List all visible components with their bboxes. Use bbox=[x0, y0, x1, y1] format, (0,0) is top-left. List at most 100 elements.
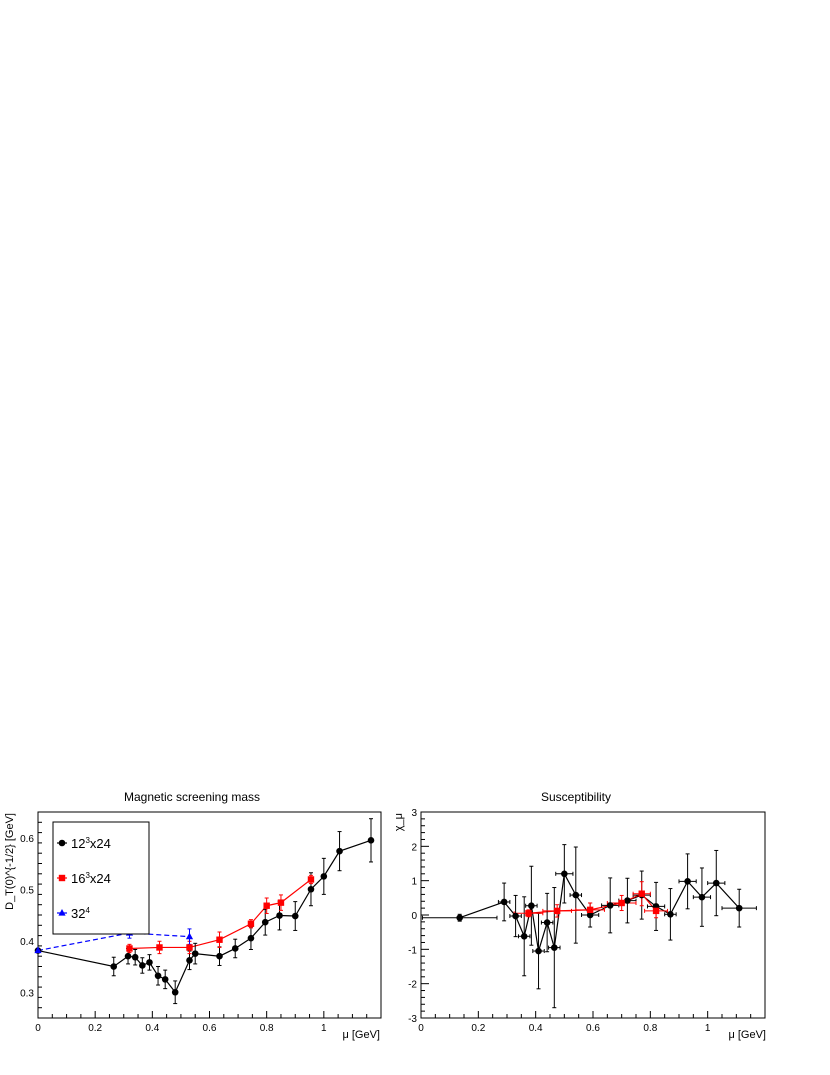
y-tick-label: 0 bbox=[411, 911, 417, 922]
x-tick-label: 0.8 bbox=[260, 1023, 274, 1034]
data-point bbox=[261, 918, 269, 926]
x-tick-label: 0 bbox=[35, 1023, 41, 1034]
y-tick-label: 0.3 bbox=[20, 988, 34, 999]
legend-marker bbox=[58, 874, 66, 882]
error-bars bbox=[111, 818, 373, 1005]
data-point bbox=[186, 944, 193, 951]
data-point bbox=[231, 945, 239, 952]
markers bbox=[34, 837, 375, 996]
error-bars bbox=[421, 844, 757, 1009]
legend-marker bbox=[58, 909, 66, 916]
data-point bbox=[307, 885, 315, 893]
data-point bbox=[561, 870, 568, 878]
data-point bbox=[161, 976, 169, 983]
y-tick-label: 3 bbox=[411, 808, 417, 819]
data-point bbox=[216, 952, 223, 960]
data-point bbox=[307, 876, 315, 883]
markers bbox=[456, 870, 743, 955]
data-point bbox=[553, 907, 561, 915]
y-axis-label: χ_μ bbox=[393, 813, 405, 831]
data-point bbox=[146, 959, 153, 966]
data-point bbox=[263, 902, 270, 909]
data-point bbox=[34, 946, 42, 954]
data-point bbox=[154, 972, 162, 980]
data-point bbox=[586, 911, 594, 919]
data-point bbox=[698, 893, 706, 901]
data-point bbox=[336, 847, 343, 855]
data-point bbox=[606, 902, 614, 909]
axis-ticks: 0 0.2 0.4 0.6 0.8 1 0.3 0.4 0.5 0.6 bbox=[20, 811, 382, 1034]
data-point bbox=[185, 932, 194, 940]
data-point bbox=[367, 837, 375, 844]
data-point bbox=[216, 936, 223, 943]
data-point bbox=[572, 891, 580, 899]
x-tick-label: 1 bbox=[705, 1023, 711, 1034]
data-point bbox=[525, 910, 532, 917]
data-point bbox=[624, 897, 631, 904]
y-tick-label: -1 bbox=[408, 945, 417, 956]
data-point bbox=[535, 947, 542, 955]
x-axis-label: μ [GeV] bbox=[342, 1029, 380, 1041]
data-point bbox=[456, 914, 464, 922]
data-point bbox=[684, 878, 691, 885]
data-point bbox=[667, 911, 674, 918]
data-point bbox=[528, 902, 535, 910]
data-point bbox=[247, 920, 255, 927]
y-tick-label: 0.5 bbox=[20, 885, 34, 896]
legend-label: 324 bbox=[71, 906, 90, 921]
data-point bbox=[618, 899, 625, 907]
data-point bbox=[291, 912, 299, 920]
data-point bbox=[652, 907, 660, 915]
data-point bbox=[586, 906, 594, 914]
y-tick-label: 0.6 bbox=[20, 834, 34, 845]
data-point bbox=[124, 952, 132, 960]
x-tick-label: 0.4 bbox=[145, 1023, 159, 1034]
x-tick-label: 0.2 bbox=[88, 1023, 102, 1034]
data-point bbox=[276, 912, 283, 919]
x-axis-label: μ [GeV] bbox=[728, 1029, 766, 1041]
susceptibility-panel: Susceptibility 0 0.2 0.4 0.6 0.8 1-3-2-10123 … bbox=[393, 790, 766, 1041]
legend-box bbox=[52, 821, 150, 935]
data-point bbox=[139, 962, 146, 969]
series-lines bbox=[459, 871, 740, 952]
legend-marker bbox=[58, 839, 66, 847]
x-tick-label: 0 bbox=[418, 1023, 424, 1034]
x-tick-label: 0.6 bbox=[203, 1023, 217, 1034]
y-tick-label: -3 bbox=[408, 1014, 417, 1025]
data-point bbox=[638, 890, 645, 897]
y-tick-label: -2 bbox=[408, 980, 417, 991]
legend: 123x24 163x24 324 bbox=[52, 821, 150, 935]
axis-ticks: 0 0.2 0.4 0.6 0.8 1 -3 -2 -1 0 1 2 3 bbox=[408, 808, 766, 1034]
x-tick-label: 0.6 bbox=[586, 1023, 600, 1034]
data-point bbox=[247, 934, 255, 942]
data-point bbox=[131, 953, 139, 961]
legend-label: 163x24 bbox=[71, 871, 111, 886]
data-point bbox=[712, 879, 720, 887]
x-tick-label: 0.4 bbox=[529, 1023, 543, 1034]
data-point bbox=[171, 988, 179, 996]
data-point bbox=[320, 873, 328, 880]
x-tick-label: 1 bbox=[321, 1023, 327, 1034]
y-tick-label: 2 bbox=[411, 842, 417, 853]
data-point bbox=[126, 945, 133, 952]
data-point bbox=[500, 898, 508, 906]
data-point bbox=[110, 963, 118, 970]
screening-mass-panel: Magnetic screening mass 0 0.2 0.4 0.6 0.8 1 0.… bbox=[4, 790, 382, 1041]
y-tick-label: 0.4 bbox=[20, 937, 34, 948]
x-tick-label: 0.2 bbox=[471, 1023, 485, 1034]
data-point bbox=[735, 904, 743, 912]
legend-label: 123x24 bbox=[71, 836, 111, 851]
series-line bbox=[459, 871, 740, 952]
data-point bbox=[520, 932, 528, 940]
chart-title: Magnetic screening mass bbox=[124, 790, 260, 804]
y-axis-label: D_T(0)^{-1/2} [GeV] bbox=[4, 813, 16, 910]
data-point bbox=[551, 944, 558, 951]
y-tick-label: 1 bbox=[411, 877, 417, 888]
data-point bbox=[186, 957, 193, 964]
data-point bbox=[277, 899, 285, 906]
x-tick-label: 0.8 bbox=[643, 1023, 657, 1034]
data-point bbox=[156, 944, 163, 951]
data-point bbox=[543, 919, 551, 926]
data-point bbox=[512, 912, 519, 920]
data-point bbox=[191, 950, 199, 957]
